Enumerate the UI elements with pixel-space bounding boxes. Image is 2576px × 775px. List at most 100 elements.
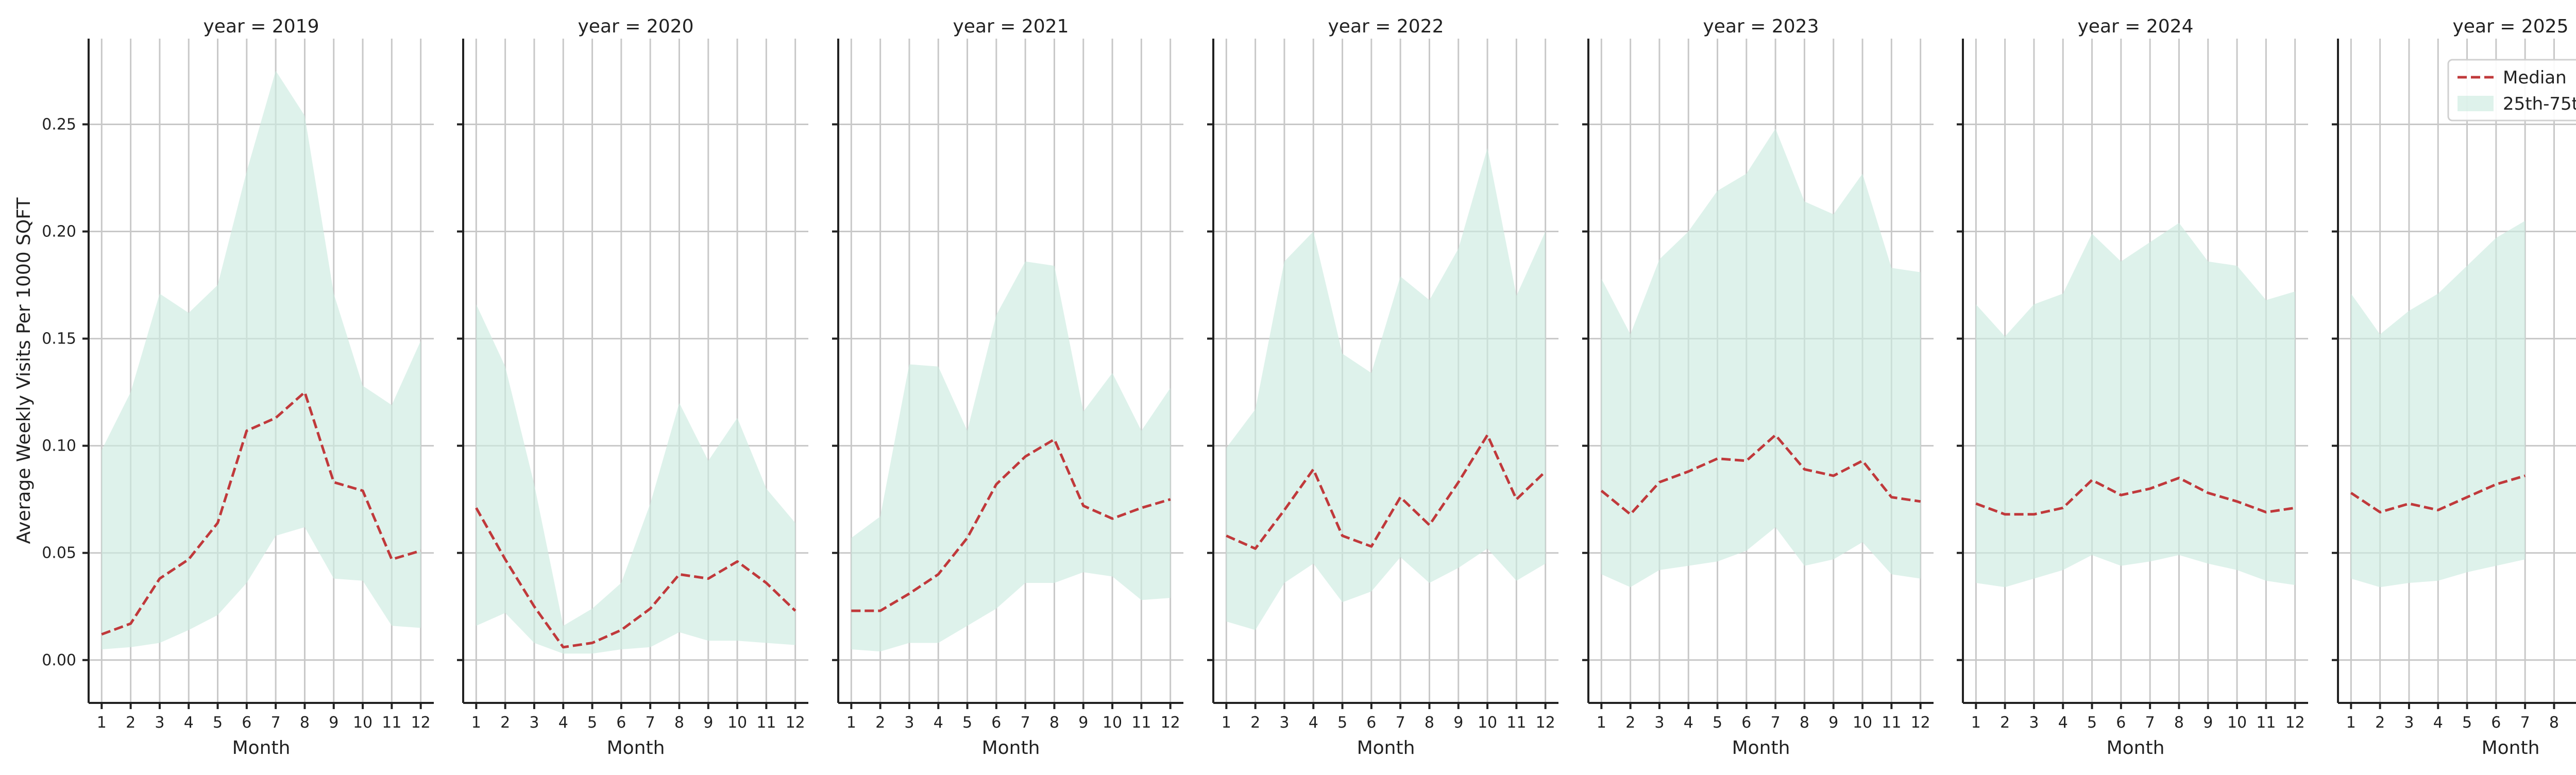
- x-tick-label: 4: [558, 714, 568, 732]
- legend-band-label: 25th-75th Percentile: [2503, 94, 2576, 114]
- x-tick-label: 8: [1425, 714, 1434, 732]
- x-tick-label: 6: [991, 714, 1001, 732]
- x-tick-label: 2: [2000, 714, 2010, 732]
- x-tick-label: 7: [271, 714, 281, 732]
- x-tick-label: 2: [126, 714, 135, 732]
- x-tick-label: 1: [1222, 714, 1231, 732]
- x-tick-label: 3: [155, 714, 164, 732]
- y-tick-label: 0.10: [42, 437, 76, 455]
- x-tick-label: 7: [1021, 714, 1030, 732]
- x-tick-label: 2: [500, 714, 510, 732]
- y-tick-label: 0.00: [42, 651, 76, 669]
- x-axis-title: Month: [982, 737, 1040, 759]
- x-tick-label: 5: [962, 714, 972, 732]
- percentile-band: [2351, 220, 2526, 588]
- panel-2025: year = 2025123456789101112Month: [2332, 16, 2576, 759]
- median-line: [1226, 434, 1547, 550]
- median-line: [2350, 474, 2526, 514]
- x-tick-label: 4: [184, 714, 194, 732]
- x-tick-label: 2: [875, 714, 885, 732]
- x-tick-label: 4: [2433, 714, 2443, 732]
- panel-title: year = 2022: [1328, 16, 1444, 37]
- x-tick-label: 12: [411, 714, 431, 732]
- x-tick-label: 1: [1971, 714, 1981, 732]
- x-tick-label: 11: [1506, 714, 1526, 732]
- x-tick-label: 6: [2116, 714, 2126, 732]
- x-tick-label: 9: [329, 714, 338, 732]
- percentile-band: [1226, 148, 1546, 630]
- x-tick-label: 6: [2491, 714, 2501, 732]
- x-tick-label: 5: [2462, 714, 2472, 732]
- x-tick-label: 11: [1882, 714, 1901, 732]
- x-tick-label: 12: [1536, 714, 1555, 732]
- x-tick-label: 8: [674, 714, 684, 732]
- x-tick-label: 7: [646, 714, 655, 732]
- x-tick-label: 7: [1771, 714, 1781, 732]
- x-tick-label: 6: [1741, 714, 1751, 732]
- x-tick-label: 12: [1161, 714, 1180, 732]
- x-tick-label: 9: [1078, 714, 1088, 732]
- median-line: [1975, 476, 2296, 516]
- x-tick-label: 5: [1713, 714, 1722, 732]
- x-tick-label: 10: [2227, 714, 2247, 732]
- median-line: [1600, 434, 1921, 516]
- x-tick-label: 8: [1049, 714, 1059, 732]
- x-tick-label: 10: [727, 714, 747, 732]
- x-axis-title: Month: [1357, 737, 1415, 759]
- x-tick-label: 11: [756, 714, 776, 732]
- percentile-band: [476, 304, 795, 654]
- x-tick-label: 1: [2346, 714, 2356, 732]
- x-tick-label: 10: [1478, 714, 1497, 732]
- x-tick-label: 7: [1396, 714, 1405, 732]
- panel-title: year = 2019: [204, 16, 319, 37]
- x-tick-label: 3: [1654, 714, 1664, 732]
- x-tick-label: 1: [471, 714, 481, 732]
- x-tick-label: 8: [300, 714, 310, 732]
- x-tick-label: 11: [1131, 714, 1151, 732]
- x-tick-label: 5: [1337, 714, 1347, 732]
- x-tick-label: 1: [1597, 714, 1606, 732]
- percentile-band: [1601, 128, 1921, 588]
- x-tick-label: 4: [934, 714, 943, 732]
- x-axis-title: Month: [232, 737, 291, 759]
- x-tick-label: 9: [703, 714, 713, 732]
- x-tick-label: 3: [904, 714, 914, 732]
- y-tick-label: 0.05: [42, 544, 76, 562]
- x-tick-label: 10: [353, 714, 372, 732]
- x-tick-label: 11: [382, 714, 401, 732]
- x-tick-label: 10: [1853, 714, 1872, 732]
- x-tick-label: 7: [2145, 714, 2155, 732]
- x-tick-label: 4: [1684, 714, 1693, 732]
- median-line: [851, 438, 1171, 612]
- percentile-band: [851, 261, 1171, 652]
- x-tick-label: 6: [616, 714, 626, 732]
- x-tick-label: 11: [2256, 714, 2276, 732]
- x-tick-label: 12: [2285, 714, 2305, 732]
- x-tick-label: 12: [786, 714, 805, 732]
- x-axis-title: Month: [2107, 737, 2165, 759]
- x-tick-label: 3: [2029, 714, 2039, 732]
- x-tick-label: 2: [2375, 714, 2385, 732]
- percentile-band: [1976, 222, 2295, 588]
- panel-title: year = 2025: [2453, 16, 2569, 37]
- panel-title: year = 2020: [578, 16, 694, 37]
- x-tick-label: 8: [1800, 714, 1809, 732]
- x-tick-label: 10: [1103, 714, 1122, 732]
- panel-title: year = 2023: [1703, 16, 1819, 37]
- panel-title: year = 2024: [2078, 16, 2194, 37]
- x-tick-label: 3: [1279, 714, 1289, 732]
- x-tick-label: 1: [97, 714, 107, 732]
- x-tick-label: 6: [1366, 714, 1376, 732]
- x-tick-label: 2: [1250, 714, 1260, 732]
- x-tick-label: 2: [1625, 714, 1635, 732]
- x-tick-label: 9: [1828, 714, 1838, 732]
- x-axis-title: Month: [2482, 737, 2540, 759]
- y-tick-label: 0.20: [42, 223, 76, 241]
- x-tick-label: 5: [213, 714, 223, 732]
